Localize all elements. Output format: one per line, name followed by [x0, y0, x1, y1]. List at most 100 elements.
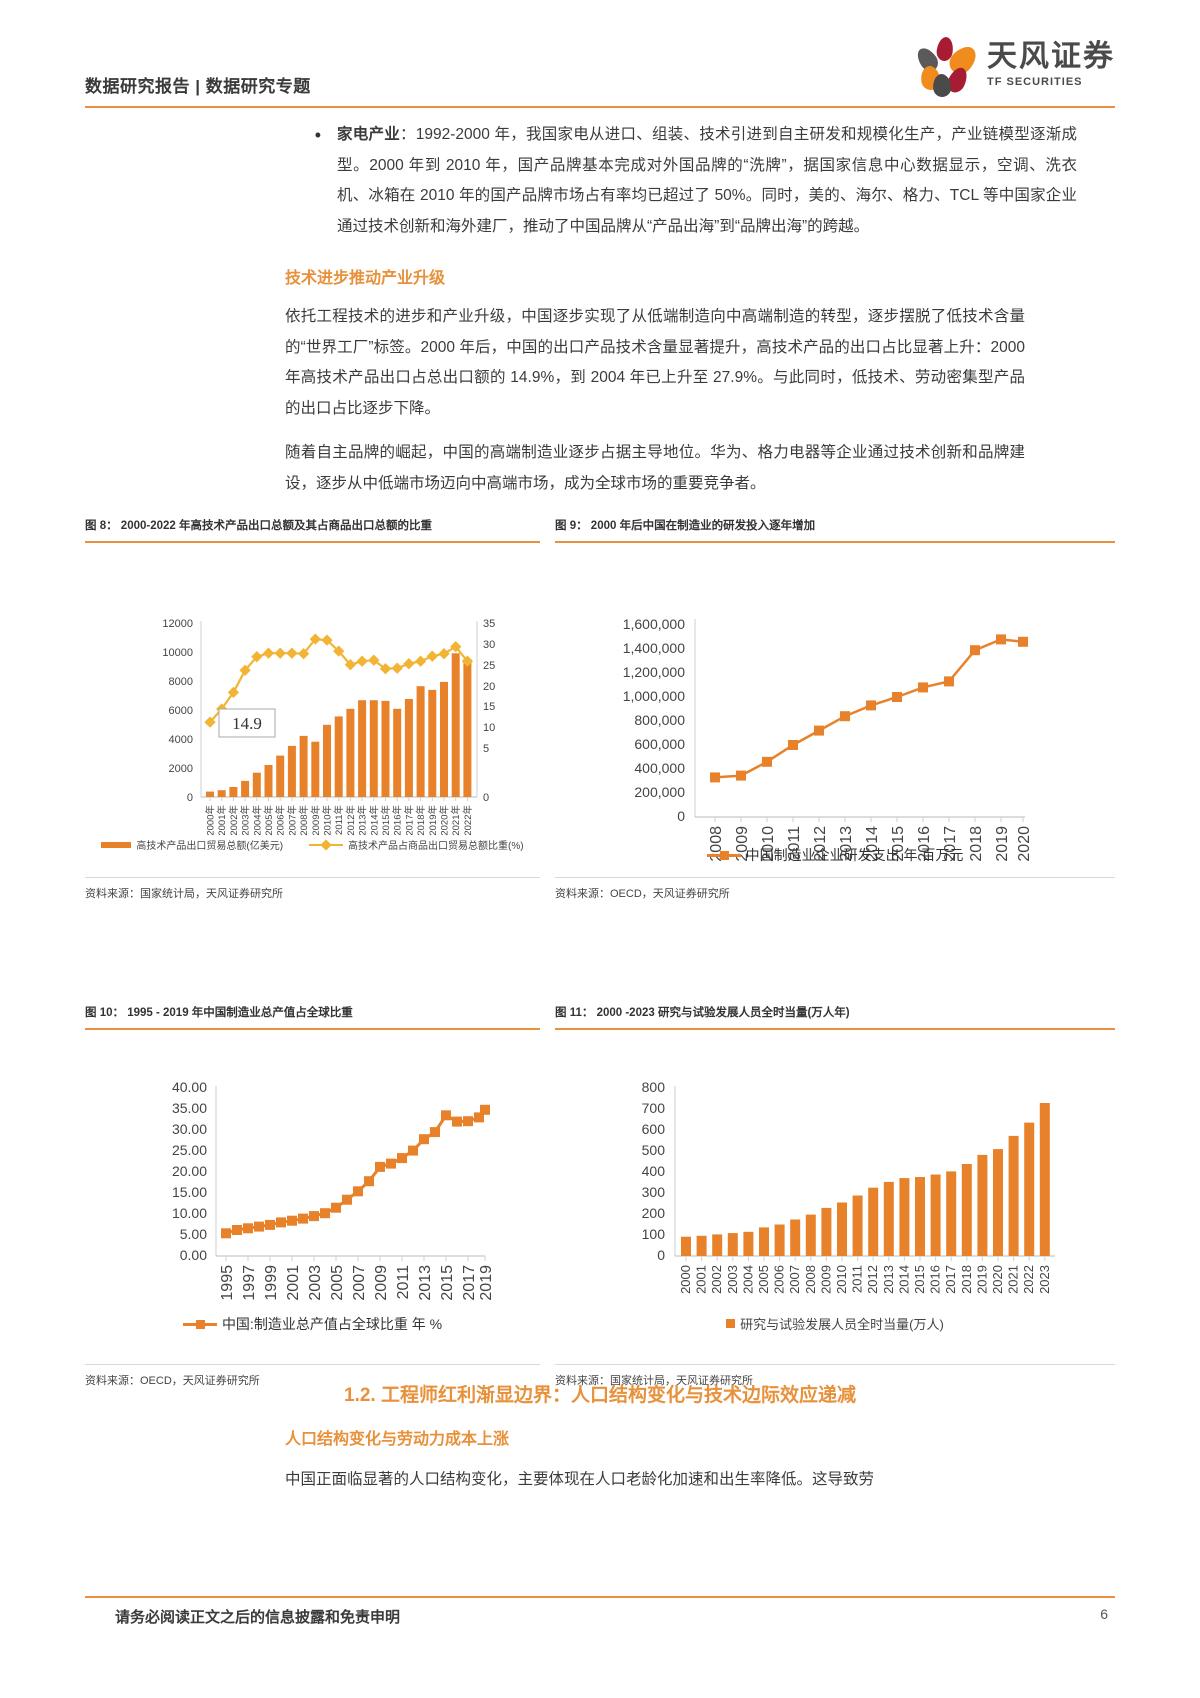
xaxis-tick-label: 2010 [760, 826, 777, 862]
xaxis-tick-label: 2001 [694, 1265, 709, 1294]
figure-11-years: 2000 -2023 [596, 1007, 655, 1019]
xaxis-tick-label: 2012 [812, 826, 829, 862]
figure-11-caption: 图 11： 2000 -2023 研究与试验发展人员全时当量(万人年) [555, 1005, 1115, 1022]
legend-swatch-line [706, 850, 741, 860]
figure-11-xaxis-labels: 2000 2001 2002 2003 2004 2005 2006 2007 2008 2009… [678, 1265, 1052, 1294]
xaxis-tick-label: 1995 [219, 1265, 236, 1301]
xaxis-tick-label: 2013 [417, 1265, 434, 1301]
xaxis-tick-label: 1999 [263, 1265, 280, 1301]
svg-text:15.00: 15.00 [172, 1184, 207, 1200]
bullet-item-home-appliance: • 家电产业：1992-2000 年，我国家电从进口、组装、技术引进到自主研发和… [85, 120, 1115, 242]
figure-11-svg: 800 700 600 500 400 300 200 100 0 [642, 1079, 1055, 1294]
xaxis-tick-label: 2019 [994, 826, 1011, 862]
xaxis-tick-label: 2018 [959, 1265, 974, 1294]
xaxis-tick-label: 2023 [1037, 1265, 1052, 1294]
svg-text:300: 300 [642, 1184, 666, 1200]
xaxis-tick-label: 2015 [890, 826, 907, 862]
svg-text:0: 0 [483, 792, 489, 804]
legend-item-line: 中国:制造业总产值占全球比重 年 % [182, 1314, 442, 1334]
xaxis-tick-label: 2009年 [310, 805, 322, 836]
legend-item-line: 高技术产品占商品出口贸易总额比重(%) [309, 837, 524, 852]
svg-text:35: 35 [483, 618, 495, 630]
svg-text:700: 700 [642, 1100, 666, 1116]
svg-text:5.00: 5.00 [180, 1226, 207, 1242]
bullet-lead-text: 家电产业 [337, 126, 401, 143]
figure-10-divider [85, 1028, 540, 1030]
xaxis-tick-label: 2013 [838, 826, 855, 862]
xaxis-tick-label: 2007 [787, 1265, 802, 1294]
svg-text:20: 20 [483, 681, 495, 693]
figure-9-legend: 中国制造业企业研发支出 年 百万元 [555, 845, 1115, 865]
xaxis-tick-label: 2017 [942, 826, 959, 862]
legend-item-bar: 研究与试验发展人员全时当量(万人) [726, 1314, 944, 1333]
section-subheading: 人口结构变化与劳动力成本上涨 [285, 1431, 510, 1448]
figure-8-svg: 12000 10000 8000 6000 4000 2000 0 35 30 … [162, 618, 495, 836]
figure-8-years: 2000-2022 [120, 520, 176, 532]
svg-text:25: 25 [483, 660, 495, 672]
xaxis-tick-label: 2008年 [298, 805, 310, 836]
figure-10: 图 10： 1995 - 2019 年中国制造业总产值占全球比重 40.00 3… [85, 1005, 540, 1388]
legend-label-bar: 高技术产品出口贸易总额(亿美元) [136, 841, 284, 852]
xaxis-tick-label: 2011 [395, 1265, 412, 1300]
svg-text:1,400,000: 1,400,000 [623, 640, 685, 656]
figure-8-annotation-value: 14.9 [232, 714, 262, 733]
legend-item-line: 中国制造业企业研发支出 年 百万元 [706, 845, 964, 865]
figure-11-source: 资料来源：国家统计局，天风证券研究所 [555, 1364, 1115, 1388]
figure-9-markers [710, 634, 1028, 783]
xaxis-tick-label: 2012年 [345, 805, 357, 836]
xaxis-tick-label: 2011 [850, 1265, 865, 1293]
xaxis-tick-label: 2010 [834, 1265, 849, 1294]
figure-10-plot: 40.00 35.00 30.00 25.00 20.00 15.00 10.0… [85, 1030, 540, 1360]
figure-10-svg: 40.00 35.00 30.00 25.00 20.00 15.00 10.0… [172, 1079, 495, 1301]
figure-8-bars [206, 653, 472, 797]
xaxis-tick-label: 2020 [1016, 826, 1033, 862]
figure-9-svg: 1,600,000 1,400,000 1,200,000 1,000,000 … [623, 616, 1033, 862]
logo-flower-icon [913, 33, 982, 98]
svg-text:0: 0 [187, 792, 193, 804]
xaxis-tick-label: 2015 [912, 1265, 927, 1294]
section-heading-1-2: 1.2. 工程师红利渐显边界：人口结构变化与技术边际效应递减 [344, 1385, 856, 1406]
header-divider [85, 106, 1115, 108]
xaxis-tick-label: 2004 [740, 1265, 755, 1294]
xaxis-tick-label: 2018 [968, 826, 985, 862]
figure-11-plot: 800 700 600 500 400 300 200 100 0 [555, 1030, 1115, 1360]
svg-text:2000: 2000 [169, 763, 193, 775]
xaxis-tick-label: 2019 [974, 1265, 989, 1294]
svg-text:1,600,000: 1,600,000 [623, 616, 685, 632]
xaxis-tick-label: 2016年 [392, 805, 404, 836]
svg-text:400,000: 400,000 [634, 760, 685, 776]
xaxis-tick-label: 2012 [865, 1265, 880, 1294]
legend-label-bar: 研究与试验发展人员全时当量(万人) [740, 1317, 944, 1332]
svg-text:30.00: 30.00 [172, 1121, 207, 1137]
xaxis-tick-label: 2006年 [275, 805, 287, 836]
xaxis-tick-label: 2014年 [368, 805, 380, 836]
xaxis-tick-label: 2007 [351, 1265, 368, 1301]
legend-label-line: 中国制造业企业研发支出 年 百万元 [745, 847, 964, 863]
bullet-body-text: ：1992-2000 年，我国家电从进口、组装、技术引进到自主研发和规模化生产，… [337, 126, 1077, 235]
logo-text-en: TF SECURITIES [987, 76, 1083, 88]
figure-11-legend: 研究与试验发展人员全时当量(万人) [555, 1314, 1115, 1333]
svg-text:0: 0 [657, 1247, 665, 1263]
svg-text:30: 30 [483, 639, 495, 651]
bullet-marker: • [314, 125, 321, 145]
legend-swatch-line [182, 1319, 217, 1329]
xaxis-tick-label: 2000年 [205, 805, 217, 836]
xaxis-tick-label: 2020 [990, 1265, 1005, 1294]
xaxis-tick-label: 2019 [478, 1265, 495, 1301]
xaxis-tick-label: 2001 [285, 1265, 302, 1301]
xaxis-tick-label: 2017年 [403, 805, 415, 836]
figure-10-number: 图 10： [85, 1007, 124, 1019]
xaxis-tick-label: 2001年 [216, 805, 228, 836]
figure-11-number: 图 11： [555, 1007, 594, 1019]
xaxis-tick-label: 2005 [756, 1265, 771, 1294]
svg-text:200: 200 [642, 1205, 666, 1221]
xaxis-tick-label: 2003年 [240, 805, 252, 836]
svg-text:1,200,000: 1,200,000 [623, 664, 685, 680]
figure-10-years: 1995 - 2019 [127, 1007, 189, 1019]
xaxis-tick-label: 2013年 [357, 805, 369, 836]
svg-text:15: 15 [483, 701, 495, 713]
xaxis-tick-label: 2015年 [380, 805, 392, 836]
figure-8: 图 8： 2000-2022 年高技术产品出口总额及其占商品出口总额的比重 12… [85, 518, 540, 901]
xaxis-tick-label: 2010年 [322, 805, 334, 836]
